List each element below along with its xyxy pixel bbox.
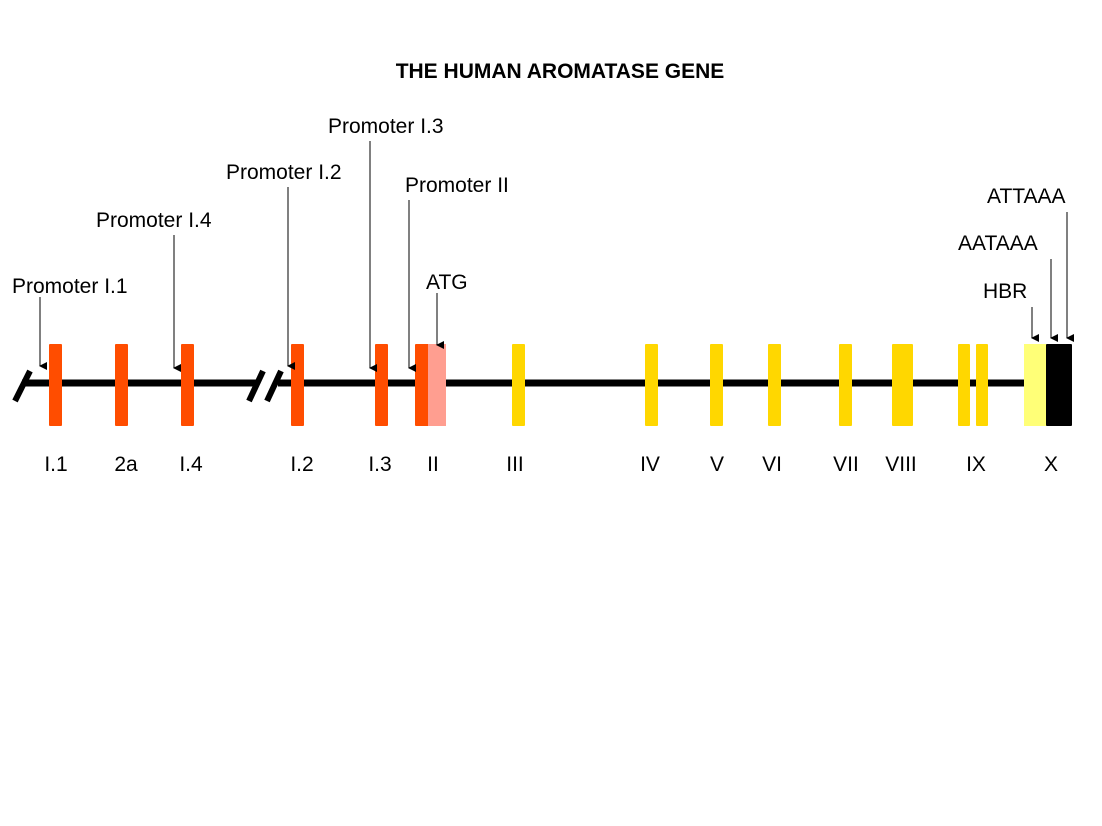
exon-label-iv: IV <box>640 453 660 476</box>
exon-ii-promoter-part <box>415 344 429 426</box>
exon-i1 <box>49 344 62 426</box>
feature-label-aataaa: AATAAA <box>958 232 1038 255</box>
break-mark-double-1 <box>246 369 266 403</box>
promoter-label-i3: Promoter I.3 <box>328 115 444 138</box>
break-mark-double-2 <box>264 369 284 403</box>
exon-i2 <box>291 344 304 426</box>
exon-i3 <box>375 344 388 426</box>
exon-iv <box>645 344 658 426</box>
exon-label-i4: I.4 <box>179 453 203 476</box>
exon-2a <box>115 344 128 426</box>
exon-v <box>710 344 723 426</box>
exon-i4 <box>181 344 194 426</box>
exon-label-iii: III <box>506 453 524 476</box>
feature-label-atg: ATG <box>426 271 468 294</box>
diagram-title: THE HUMAN AROMATASE GENE <box>396 60 725 83</box>
promoter-label-i1: Promoter I.1 <box>12 275 128 298</box>
exon-ix-b <box>976 344 988 426</box>
feature-label-hbr: HBR <box>983 280 1027 303</box>
exon-ii-coding-part <box>428 344 446 426</box>
promoter-label-i2: Promoter I.2 <box>226 161 342 184</box>
feature-label-attaaa: ATTAAA <box>987 185 1066 208</box>
exon-x-light <box>1024 344 1048 426</box>
promoter-label-i4: Promoter I.4 <box>96 209 212 232</box>
exon-label-x: X <box>1044 453 1058 476</box>
promoter-label-ii: Promoter II <box>405 174 509 197</box>
exon-iii <box>512 344 525 426</box>
exon-vii <box>839 344 852 426</box>
exon-label-ii: II <box>427 453 439 476</box>
exon-label-i2: I.2 <box>290 453 313 476</box>
break-mark-start <box>12 369 33 403</box>
exon-label-i3: I.3 <box>368 453 391 476</box>
exon-label-ix: IX <box>966 453 986 476</box>
exon-x-dark <box>1046 344 1072 426</box>
exon-label-i1: I.1 <box>44 453 67 476</box>
exon-label-2a: 2a <box>114 453 138 476</box>
exon-label-viii: VIII <box>885 453 917 476</box>
exon-ix-a <box>958 344 970 426</box>
exon-viii <box>892 344 913 426</box>
exon-label-vii: VII <box>833 453 859 476</box>
exon-label-v: V <box>710 453 724 476</box>
exon-vi <box>768 344 781 426</box>
exon-label-vi: VI <box>762 453 782 476</box>
